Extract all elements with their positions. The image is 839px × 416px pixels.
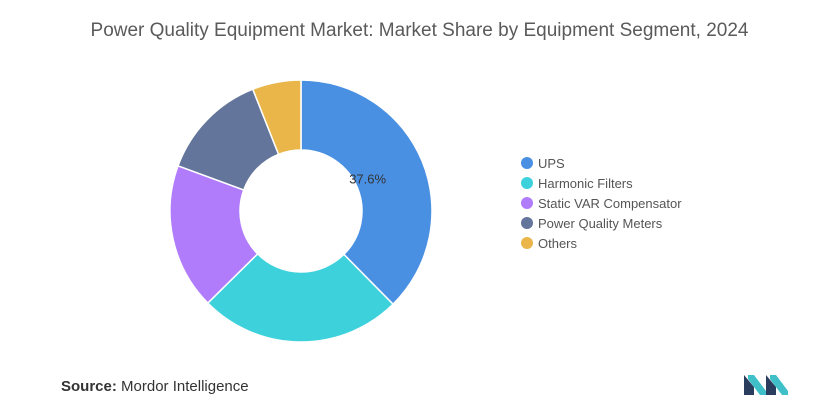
legend-swatch: [521, 157, 533, 169]
legend-label: Harmonic Filters: [538, 175, 633, 191]
donut-slice-others[interactable]: [251, 79, 302, 156]
legend-item-harmonic-filters[interactable]: Harmonic Filters: [521, 173, 682, 193]
source-text: Mordor Intelligence: [121, 378, 249, 395]
donut-slice-ups[interactable]: [300, 79, 433, 306]
legend-label: Others: [538, 235, 578, 251]
legend-item-ups[interactable]: UPS: [521, 153, 682, 173]
legend-swatch: [521, 237, 533, 249]
legend-item-static-var-compensator[interactable]: Static VAR Compensator: [521, 193, 682, 213]
legend-swatch: [521, 217, 533, 229]
legend-item-others[interactable]: Others: [521, 233, 682, 253]
donut-slice-static-var-compensator[interactable]: [169, 164, 259, 305]
source-note: Source: Mordor Intelligence: [61, 378, 249, 395]
legend-label: UPS: [538, 155, 565, 171]
data-label: 37.6%: [349, 172, 386, 187]
legend-label: Static VAR Compensator: [538, 195, 682, 211]
chart-title: Power Quality Equipment Market: Market S…: [90, 20, 749, 41]
legend-label: Power Quality Meters: [538, 215, 663, 231]
mordor-intelligence-logo-icon: [744, 375, 788, 395]
legend-swatch: [521, 197, 533, 209]
source-label: Source:: [61, 378, 117, 395]
donut-slice-harmonic-filters[interactable]: [206, 252, 395, 343]
legend: UPS Harmonic Filters Static VAR Compensa…: [521, 153, 682, 253]
legend-swatch: [521, 177, 533, 189]
legend-item-power-quality-meters[interactable]: Power Quality Meters: [521, 213, 682, 233]
